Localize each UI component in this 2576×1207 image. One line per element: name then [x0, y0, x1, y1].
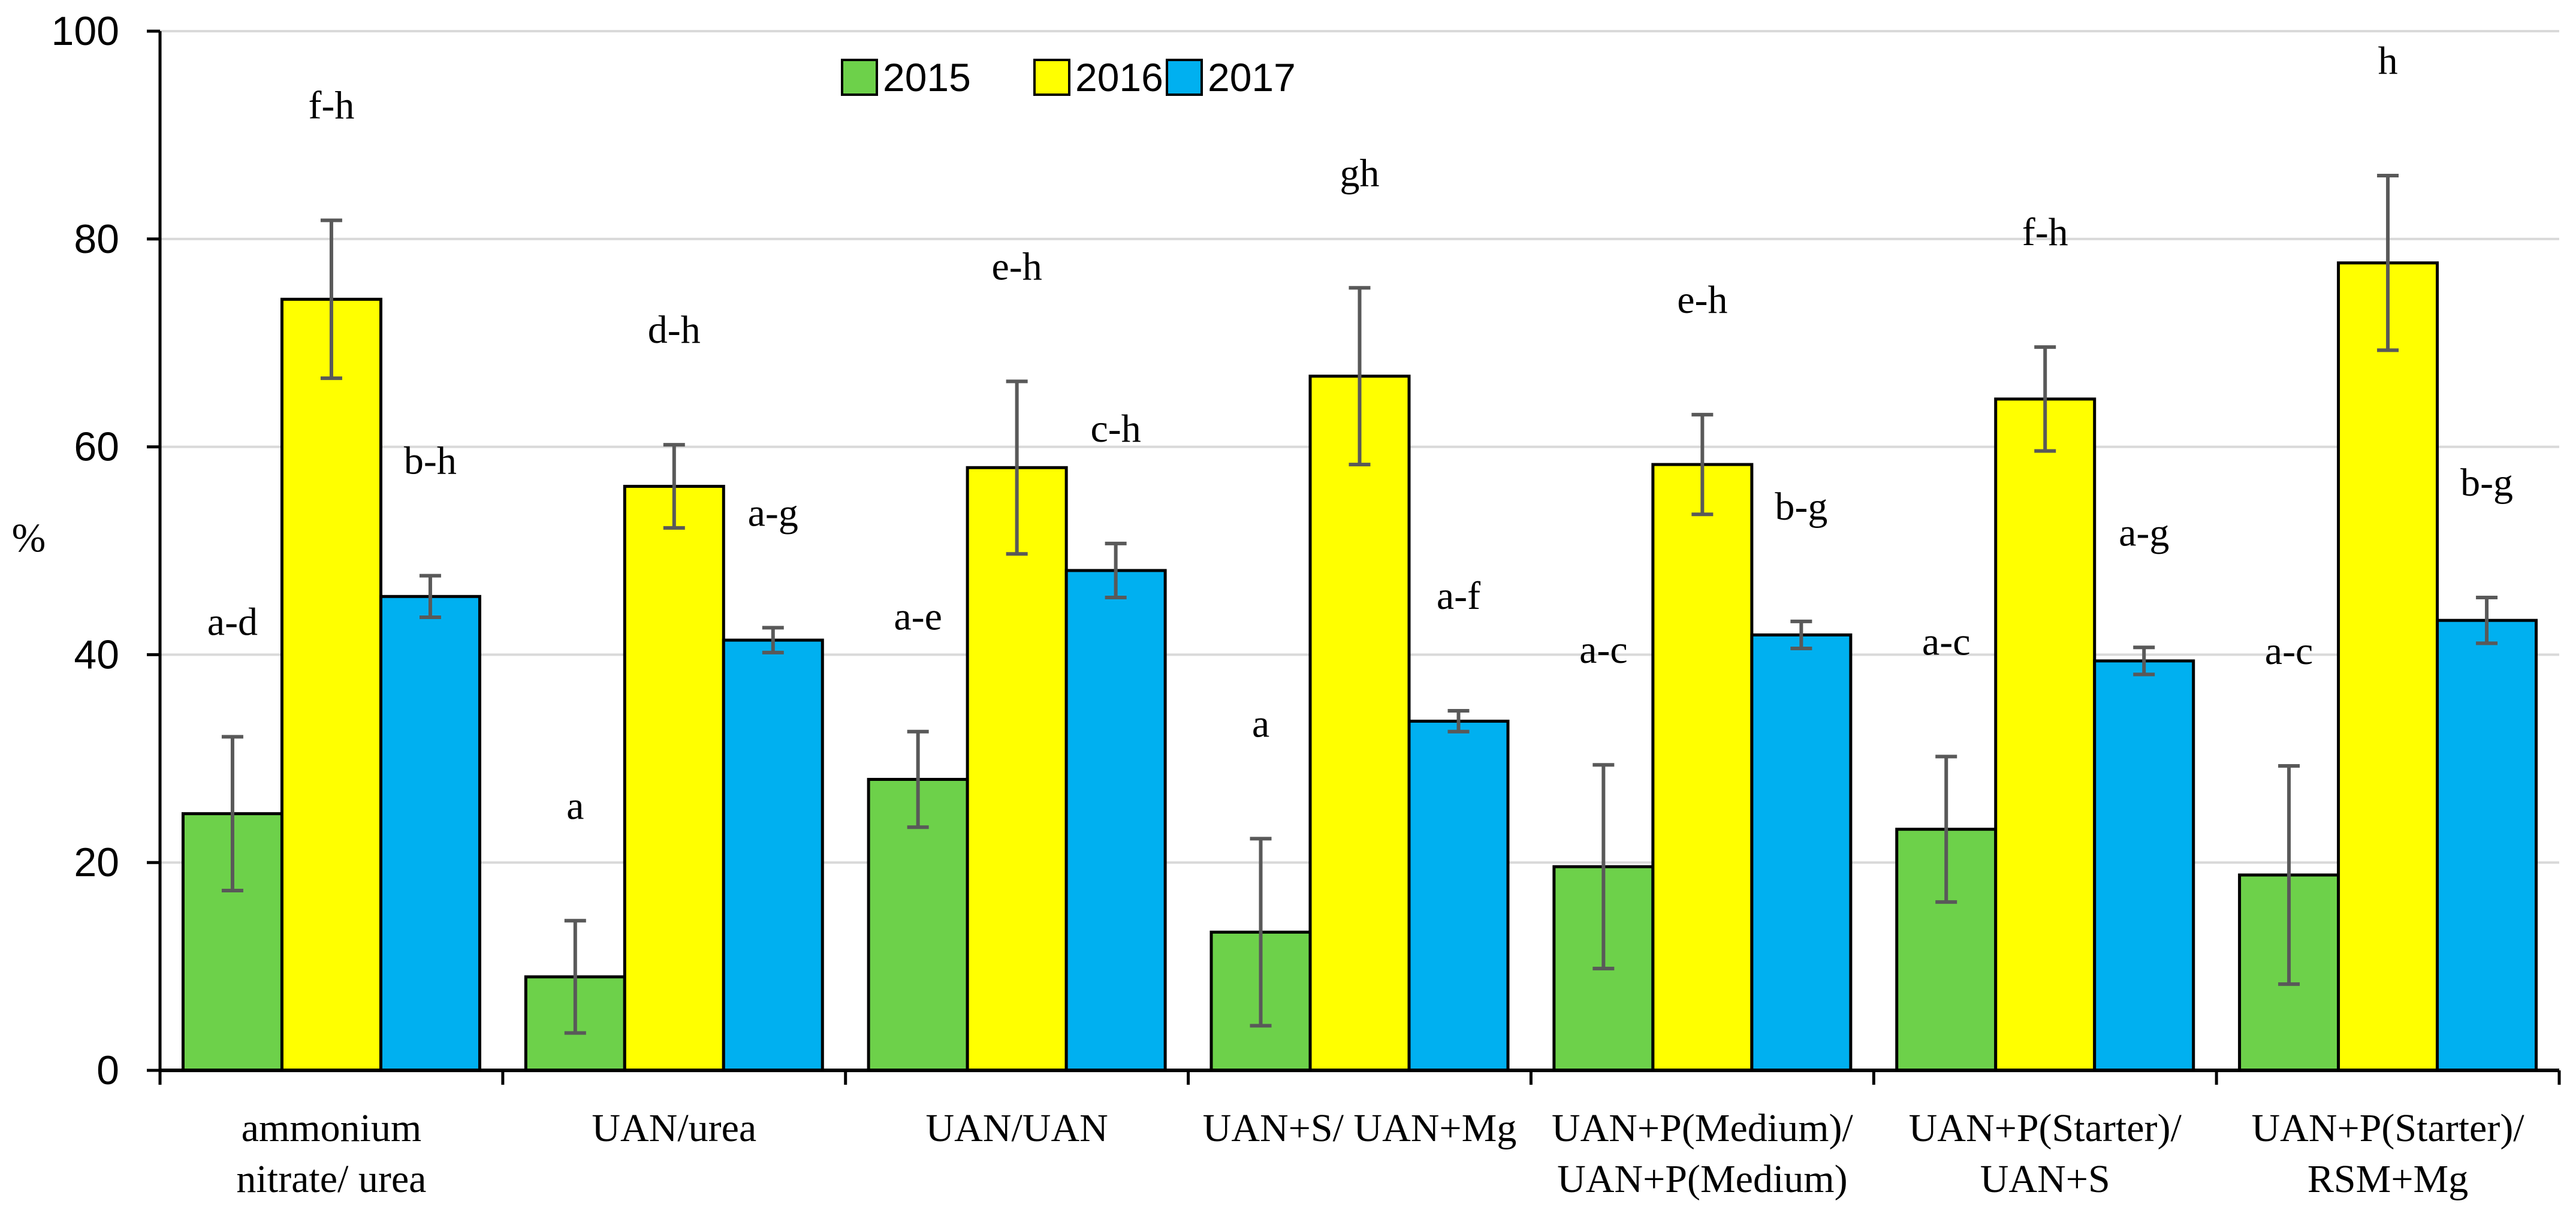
- x-tick-label-1: nitrate/ urea: [236, 1157, 426, 1201]
- bar-2017-1: [379, 595, 481, 1072]
- y-axis-label: %: [12, 515, 46, 560]
- bar-2016-1: [280, 297, 382, 1072]
- x-tick-label-3: UAN/UAN: [925, 1106, 1108, 1150]
- x-tick-label-2: UAN/urea: [592, 1106, 756, 1150]
- bar-2017-5: [1750, 633, 1853, 1072]
- bar-2016-2: [623, 484, 725, 1072]
- error-bars: [221, 174, 2498, 1035]
- bar-2016-3: [966, 466, 1068, 1072]
- bar-2016-7: [2337, 261, 2439, 1072]
- significance-letter-2016-7: h: [2378, 39, 2398, 83]
- bar-2017-3: [1064, 569, 1167, 1072]
- x-tick-label-1: ammonium: [242, 1106, 422, 1150]
- legend-label-2016: 2016: [1075, 55, 1163, 99]
- significance-letter-2017-2: a-g: [748, 491, 798, 535]
- significance-letter-2017-5: b-g: [1775, 485, 1827, 529]
- significance-letter-2015-3: a-e: [894, 595, 942, 639]
- significance-letter-2017-1: b-h: [404, 439, 457, 483]
- significance-letter-2015-6: a-c: [1922, 620, 1971, 663]
- significance-letter-2015-7: a-c: [2265, 629, 2313, 673]
- significance-letters: a-d f-h b-h a d-h a-g a-e e-h c-h a gh a-f a-c e-h b-g…: [207, 39, 2513, 828]
- bar-2017-6: [2093, 659, 2195, 1072]
- significance-letter-2017-6: a-g: [2119, 511, 2169, 554]
- significance-letter-2016-3: e-h: [992, 245, 1042, 288]
- x-tick-label-6: UAN+P(Starter)/: [1909, 1106, 2182, 1150]
- y-tick-label: 100: [52, 8, 119, 54]
- legend-label-2015: 2015: [883, 55, 971, 99]
- legend-swatch-2017: [1166, 59, 1203, 96]
- x-tick-label-7: UAN+P(Starter)/: [2252, 1106, 2525, 1150]
- x-tick-label-4: UAN+S/ UAN+Mg: [1203, 1106, 1517, 1150]
- significance-letter-2016-5: e-h: [1677, 278, 1727, 322]
- y-tick-labels: 0 20 40 60 80 100: [52, 8, 119, 1093]
- significance-letter-2016-6: f-h: [2022, 210, 2068, 254]
- significance-letter-2016-2: d-h: [648, 308, 701, 352]
- bar-2017-4: [1407, 719, 1510, 1072]
- y-tick-label: 80: [74, 216, 119, 262]
- bar-2017-7: [2436, 618, 2538, 1072]
- significance-letter-2016-1: f-h: [308, 84, 354, 128]
- y-tick-label: 20: [74, 840, 119, 885]
- bar-2017-2: [722, 638, 824, 1072]
- significance-letter-2015-4: a: [1252, 702, 1269, 746]
- legend-label-2017: 2017: [1208, 55, 1296, 99]
- legend-swatch-2016: [1033, 59, 1070, 96]
- bar-2016-6: [1994, 397, 2097, 1072]
- bar-2016-4: [1308, 375, 1411, 1072]
- y-tick-label: 40: [74, 632, 119, 677]
- significance-letter-2017-7: b-g: [2460, 461, 2513, 505]
- legend-swatch-2015: [841, 59, 878, 96]
- significance-letter-2016-4: gh: [1340, 151, 1380, 195]
- x-tick-label-7: RSM+Mg: [2307, 1157, 2468, 1201]
- significance-letter-2015-1: a-d: [207, 600, 258, 644]
- x-tick-label-5: UAN+P(Medium)/: [1552, 1106, 1854, 1150]
- significance-letter-2015-2: a: [566, 784, 584, 828]
- bars: [181, 261, 2538, 1072]
- significance-letter-2017-3: c-h: [1091, 407, 1141, 451]
- axes: [147, 29, 2561, 1085]
- x-tick-label-6: UAN+S: [1980, 1157, 2110, 1201]
- y-tick-label: 0: [96, 1048, 119, 1093]
- bar-2016-5: [1651, 463, 1754, 1072]
- x-tick-label-5: UAN+P(Medium): [1557, 1157, 1848, 1201]
- legend: 2015 2016 2017: [841, 55, 1296, 99]
- significance-letter-2015-5: a-c: [1579, 628, 1628, 672]
- y-tick-label: 60: [74, 424, 119, 470]
- significance-letter-2017-4: a-f: [1437, 574, 1480, 618]
- x-tick-labels: ammonium nitrate/ urea UAN/urea UAN/UAN UAN+…: [236, 1106, 2524, 1201]
